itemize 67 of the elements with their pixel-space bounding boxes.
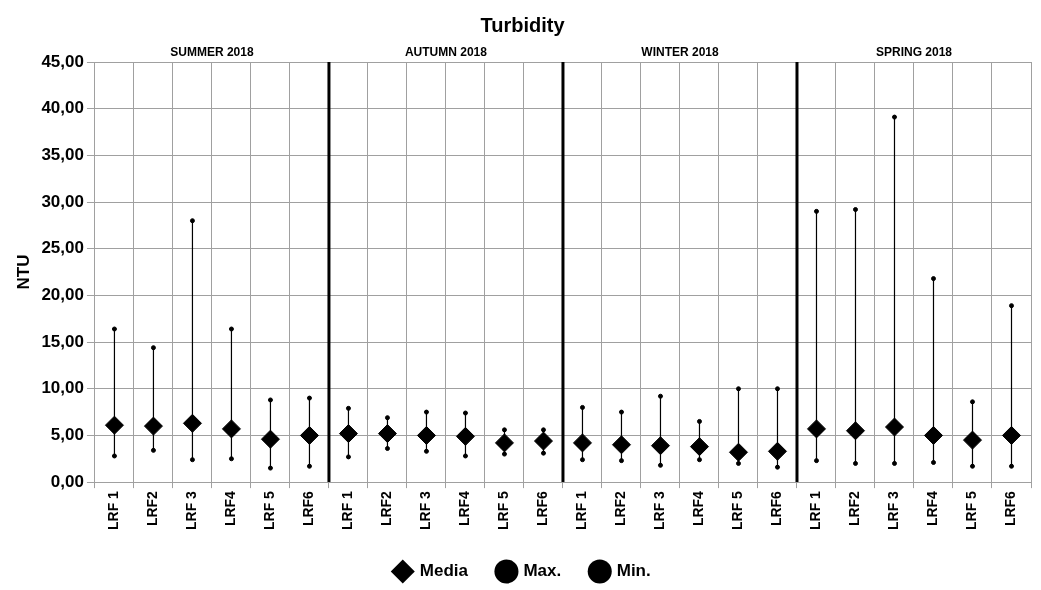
y-tick-label: 5,00 [50,425,84,445]
x-tick-label: LRF 5 [729,490,746,530]
x-tick-label: LRF 5 [495,490,512,530]
legend-label: Min. [616,561,651,581]
y-tick-label: 20,00 [41,285,84,305]
point [806,419,826,439]
x-tick-label: LRF 1 [573,490,590,530]
point [455,426,475,446]
x-tick-label: LRF 3 [183,490,200,530]
text: AUTUMN 2018 [404,45,488,60]
y-tick-label: 40,00 [41,98,84,118]
x-tick-label: LRF2 [144,490,161,527]
point [884,417,904,437]
x-tick-label: LRF 5 [963,490,980,530]
legend-label: Max. [523,561,562,581]
point [533,431,553,451]
point [728,442,748,462]
chart-title: Turbidity [480,13,566,36]
x-tick-label: LRF 1 [339,490,356,530]
point [923,425,943,445]
x-tick-label: LRF 1 [807,490,824,530]
point [1002,425,1021,445]
y-tick-label: 25,00 [41,238,84,258]
text: WINTER 2018 [641,45,719,60]
x-tick-label: LRF 3 [885,490,902,530]
point [182,413,202,433]
point [260,429,280,449]
point [221,419,241,439]
x-tick-label: LRF6 [534,490,551,527]
x-tick-label: LRF6 [768,490,785,527]
x-tick-label: LRF 5 [261,490,278,530]
point [494,433,514,453]
y-axis-title: NTU [13,254,33,290]
point [963,430,982,450]
y-tick-label: 0,00 [50,471,84,491]
x-tick-label: LRF 3 [651,490,668,530]
x-tick-label: LRF4 [222,490,239,527]
point [611,435,631,455]
y-tick-label: 35,00 [41,145,84,165]
text: SUMMER 2018 [170,45,254,60]
point [143,416,163,436]
point [572,433,592,453]
point [416,425,436,445]
x-tick-label: LRF2 [378,490,395,527]
x-tick-label: LRF4 [456,490,473,527]
point [767,441,787,461]
text: SPRING 2018 [875,45,953,60]
x-tick-label: LRF4 [924,490,941,527]
point [689,437,709,457]
point [338,424,358,444]
x-tick-label: LRF4 [690,490,707,527]
x-tick-label: LRF 3 [417,490,434,530]
x-tick-label: LRF6 [300,490,317,527]
point [845,421,865,441]
y-tick-label: 30,00 [41,191,84,211]
x-tick-label: LRF 1 [105,490,122,530]
legend-label: Media [419,561,469,581]
point [104,415,124,435]
x-tick-label: LRF2 [612,490,629,527]
point [650,436,670,456]
x-tick-label: LRF6 [1002,490,1019,527]
y-tick-label: 10,00 [41,378,84,398]
point [377,424,397,444]
y-tick-label: 45,00 [41,51,84,71]
x-tick-label: LRF2 [846,490,863,527]
point [299,425,319,445]
y-tick-label: 15,00 [41,331,84,351]
